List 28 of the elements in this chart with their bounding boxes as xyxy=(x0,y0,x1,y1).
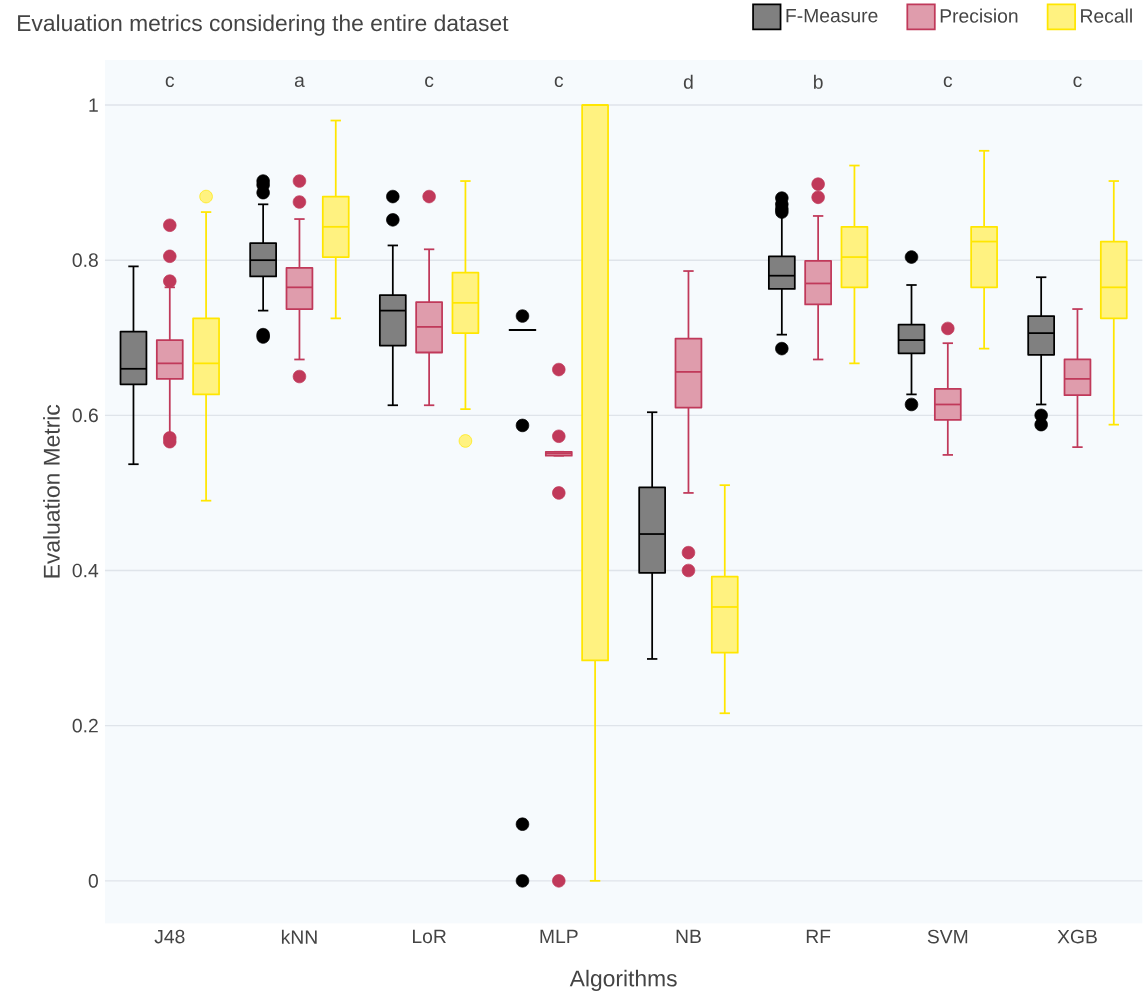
y-axis-title: Evaluation Metric xyxy=(43,404,60,578)
annotation: c xyxy=(1073,76,1082,87)
annotation: c xyxy=(943,76,953,87)
x-tick-label: MLP xyxy=(540,929,578,943)
annotation: c xyxy=(554,76,564,87)
x-tick-label: J48 xyxy=(154,929,185,944)
x-axis-title: Algorithms xyxy=(569,969,677,991)
x-tick-label: kNN xyxy=(281,929,317,944)
x-tick-label: XGB xyxy=(1057,929,1097,944)
annotation: c xyxy=(425,76,434,87)
legend-label: Precision xyxy=(940,8,1018,23)
y-tick-label: 1 xyxy=(89,98,98,112)
legend-label: Recall xyxy=(1081,8,1132,23)
x-tick-label: RF xyxy=(806,929,831,943)
annotation: c xyxy=(165,76,175,87)
annotation: b xyxy=(814,74,823,89)
y-tick-label: 0.8 xyxy=(72,253,98,267)
annotation: d xyxy=(683,74,693,89)
y-tick-label: 0 xyxy=(88,873,98,888)
annotation: a xyxy=(294,76,305,87)
y-tick-label: 0.4 xyxy=(72,563,99,578)
y-tick-label: 0.6 xyxy=(72,408,98,422)
y-tick-label: 0.2 xyxy=(72,718,98,733)
x-tick-label: NB xyxy=(676,929,701,943)
x-tick-label: LoR xyxy=(413,929,446,943)
legend-label: F-Measure xyxy=(786,8,878,23)
x-tick-label: SVM xyxy=(927,929,968,944)
chart-title: Evaluation metrics considering the entire dataset xyxy=(18,14,509,36)
